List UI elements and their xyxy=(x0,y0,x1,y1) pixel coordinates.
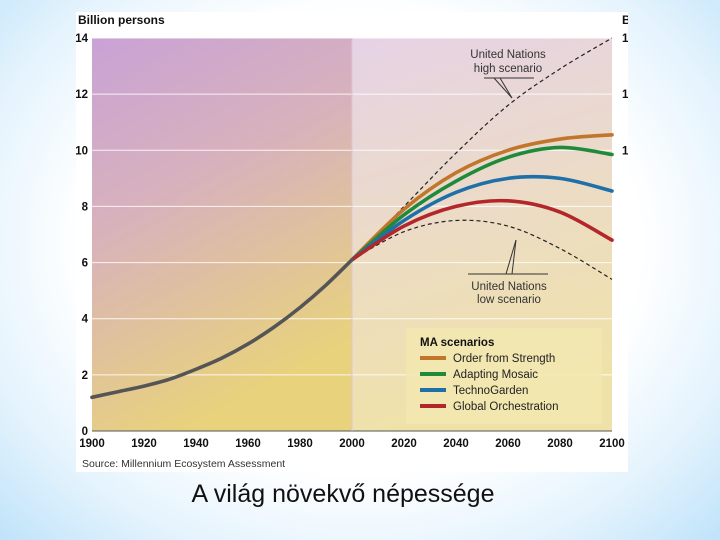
y-tick-8: 8 xyxy=(82,201,89,213)
right-axis-ticks: 1 1 1 xyxy=(622,33,628,157)
un-low-leader-b xyxy=(511,239,517,275)
y-tick-12: 12 xyxy=(76,89,88,101)
legend-label-technogarden: TechnoGarden xyxy=(453,385,528,397)
x-tick-1900: 1900 xyxy=(79,438,105,450)
x-tick-2080: 2080 xyxy=(547,438,573,450)
y-axis-label: Billion persons xyxy=(78,13,165,27)
history-background xyxy=(92,38,352,431)
legend: MA scenarios Order from Strength Adapting… xyxy=(406,328,602,424)
right-tick-10: 1 xyxy=(622,145,628,157)
source-note: Source: Millennium Ecosystem Assessment xyxy=(82,458,285,470)
x-tick-2000: 2000 xyxy=(339,438,365,450)
series-technogarden-line xyxy=(350,174,614,262)
un-high-leader-b xyxy=(499,77,513,99)
population-chart: 1900 1920 1940 1960 1980 2000 2020 2040 2060 2080… xyxy=(76,13,628,470)
series-order-from-strength-line xyxy=(350,133,614,262)
series-global-orchestration-line xyxy=(350,198,614,262)
legend-title: MA scenarios xyxy=(420,337,494,349)
x-tick-2040: 2040 xyxy=(443,438,469,450)
x-tick-1940: 1940 xyxy=(183,438,209,450)
y-tick-14: 14 xyxy=(76,33,89,45)
x-tick-2100: 2100 xyxy=(599,438,625,450)
x-tick-1980: 1980 xyxy=(287,438,313,450)
un-low-label-line2: low scenario xyxy=(477,294,541,306)
gridlines xyxy=(92,37,612,432)
x-tick-1920: 1920 xyxy=(131,438,157,450)
slide-caption: A világ növekvő népessége xyxy=(191,480,495,508)
legend-label-order-from-strength: Order from Strength xyxy=(453,353,555,365)
chart-figure: 1900 1920 1940 1960 1980 2000 2020 2040 2060 2080… xyxy=(76,12,628,472)
axis-tick-labels: 1900 1920 1940 1960 1980 2000 2020 2040 2060 2080… xyxy=(76,33,625,450)
y-tick-6: 6 xyxy=(82,258,88,270)
y-tick-0: 0 xyxy=(82,426,88,438)
un-high-leader-a xyxy=(493,77,513,99)
right-tick-12: 1 xyxy=(622,89,628,101)
y-tick-10: 10 xyxy=(76,145,88,157)
right-tick-14: 1 xyxy=(622,33,628,45)
right-axis-label: B xyxy=(622,13,628,27)
un-low-leader-a xyxy=(505,239,517,275)
un-high-label-line1: United Nations xyxy=(470,49,546,61)
history-line-group xyxy=(90,257,354,400)
un-annotations: United Nations high scenario United Nati… xyxy=(468,49,548,306)
un-high-label-line2: high scenario xyxy=(474,63,542,75)
x-tick-2060: 2060 xyxy=(495,438,521,450)
legend-entries: Order from Strength Adapting Mosaic Techno… xyxy=(420,353,558,413)
un-low-line xyxy=(351,219,613,280)
x-tick-2020: 2020 xyxy=(391,438,417,450)
legend-label-global-orchestration: Global Orchestration xyxy=(453,401,558,413)
un-low-label-line1: United Nations xyxy=(471,281,547,293)
series-adapting-mosaic-line xyxy=(350,145,614,262)
x-tick-1960: 1960 xyxy=(235,438,261,450)
ma-scenario-lines xyxy=(350,133,614,262)
history-line xyxy=(90,257,354,400)
legend-label-adapting-mosaic: Adapting Mosaic xyxy=(453,369,538,381)
y-tick-4: 4 xyxy=(82,314,89,326)
y-tick-2: 2 xyxy=(82,370,88,382)
